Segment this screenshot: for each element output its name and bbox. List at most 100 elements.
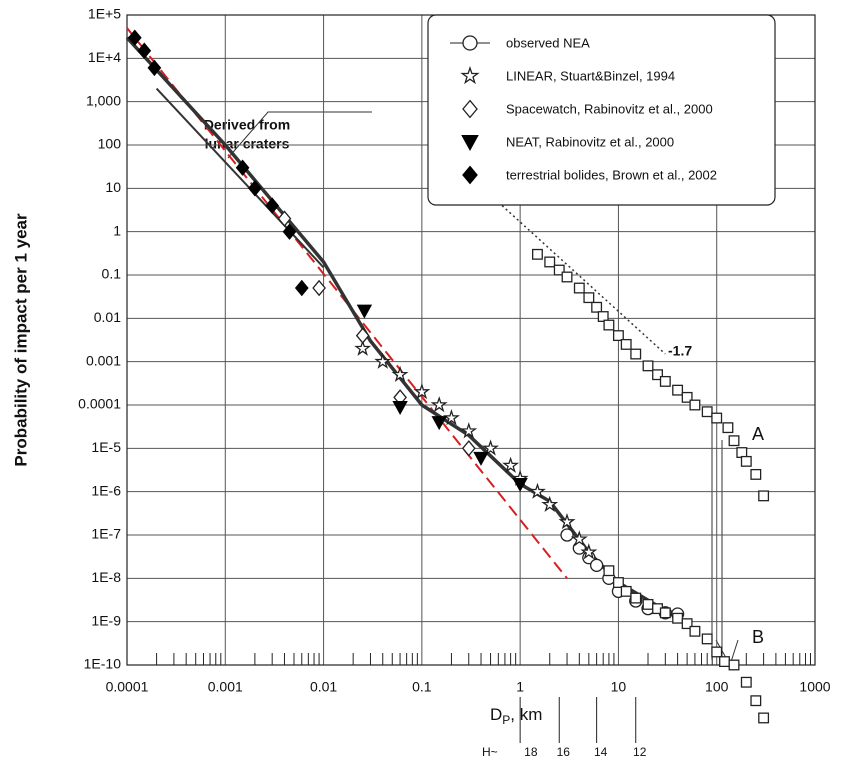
marker	[461, 440, 476, 457]
marker	[573, 282, 585, 294]
y-tick-label: 0.1	[102, 266, 122, 282]
x-tick-label: 1000	[799, 679, 830, 695]
legend-label: NEAT, Rabinovitz et al., 2000	[506, 134, 674, 149]
legend-box	[427, 14, 776, 206]
marker	[512, 477, 528, 492]
marker	[681, 618, 693, 630]
marker	[392, 400, 408, 415]
marker	[612, 330, 624, 342]
marker	[356, 304, 373, 319]
marker	[591, 301, 603, 313]
marker	[265, 197, 280, 214]
marker	[750, 695, 762, 707]
marker	[620, 585, 632, 597]
marker	[701, 633, 713, 645]
marker	[689, 625, 701, 637]
x-tick-label: 0.1	[412, 679, 432, 695]
series	[127, 29, 309, 297]
y-tick-label: 1E-8	[91, 569, 121, 585]
marker	[248, 180, 262, 197]
marker	[728, 435, 740, 447]
h-scale-label: 16	[557, 745, 571, 759]
marker	[462, 35, 478, 51]
y-tick-label: 10	[105, 179, 121, 195]
marker	[659, 375, 671, 387]
marker	[355, 327, 370, 344]
series	[356, 304, 528, 492]
y-axis-title: Probability of impact per 1 year	[11, 213, 30, 467]
marker	[528, 482, 546, 499]
marker	[719, 656, 730, 668]
marker	[689, 399, 701, 411]
marker	[659, 607, 671, 619]
marker	[642, 598, 654, 610]
marker	[612, 577, 624, 588]
marker	[570, 530, 588, 547]
marker	[137, 42, 152, 59]
marker	[603, 319, 615, 331]
marker	[672, 612, 684, 624]
marker	[758, 490, 770, 502]
marker	[597, 311, 609, 322]
legend-label: Spacewatch, Rabinovitz et al., 2000	[506, 101, 713, 116]
marker	[442, 408, 460, 426]
y-tick-label: 1E-5	[91, 439, 121, 455]
y-tick-label: 1	[113, 222, 121, 238]
marker	[740, 455, 752, 467]
x-tick-label: 1	[516, 679, 524, 695]
marker	[532, 248, 543, 260]
y-tick-label: 1E-9	[91, 612, 121, 628]
series	[354, 339, 598, 560]
y-tick-label: 1E+5	[88, 6, 121, 22]
marker	[553, 264, 565, 276]
marker	[461, 135, 479, 152]
y-tick-label: 1E-6	[91, 482, 121, 498]
annotation: A	[752, 424, 764, 444]
annotation: Derived from	[204, 117, 290, 133]
marker	[701, 406, 713, 418]
marker	[312, 279, 326, 297]
x-tick-label: 0.0001	[106, 679, 149, 695]
y-tick-label: 1E-7	[91, 526, 121, 542]
marker	[630, 348, 642, 360]
marker	[147, 59, 162, 77]
marker	[711, 412, 723, 424]
h-scale-label: 18	[524, 745, 538, 759]
marker	[462, 99, 478, 119]
y-tick-label: 1,000	[86, 92, 121, 108]
annotation: -1.7	[668, 343, 692, 359]
marker	[589, 558, 604, 572]
series	[603, 565, 770, 724]
legend-label: LINEAR, Stuart&Binzel, 1994	[506, 68, 675, 83]
marker	[391, 365, 409, 382]
legend-label: observed NEA	[506, 35, 590, 50]
x-tick-label: 100	[705, 679, 729, 695]
marker	[561, 271, 573, 283]
y-tick-label: 0.0001	[78, 396, 121, 412]
h-scale-label: H~	[482, 745, 498, 759]
marker	[722, 422, 734, 434]
marker	[460, 422, 478, 439]
x-tick-label: 0.01	[310, 679, 337, 695]
marker	[374, 352, 392, 369]
marker	[642, 360, 654, 372]
marker	[583, 292, 595, 304]
marker	[758, 712, 770, 724]
marker	[603, 565, 615, 577]
h-scale-label: 14	[594, 745, 608, 759]
series	[277, 210, 476, 457]
marker	[750, 468, 762, 480]
x-axis-title: DP, km	[490, 705, 542, 727]
marker	[127, 29, 142, 46]
y-tick-label: 0.01	[94, 309, 121, 325]
x-axis-title-main: D	[490, 705, 502, 724]
marker	[354, 339, 372, 356]
marker	[652, 369, 663, 381]
fit-line	[468, 174, 666, 355]
annotation-leader	[227, 111, 372, 159]
legend-label: terrestrial bolides, Brown et al., 2002	[506, 167, 717, 182]
marker	[544, 256, 556, 268]
marker	[235, 159, 250, 176]
marker	[630, 592, 642, 604]
y-tick-label: 0.001	[86, 352, 121, 368]
